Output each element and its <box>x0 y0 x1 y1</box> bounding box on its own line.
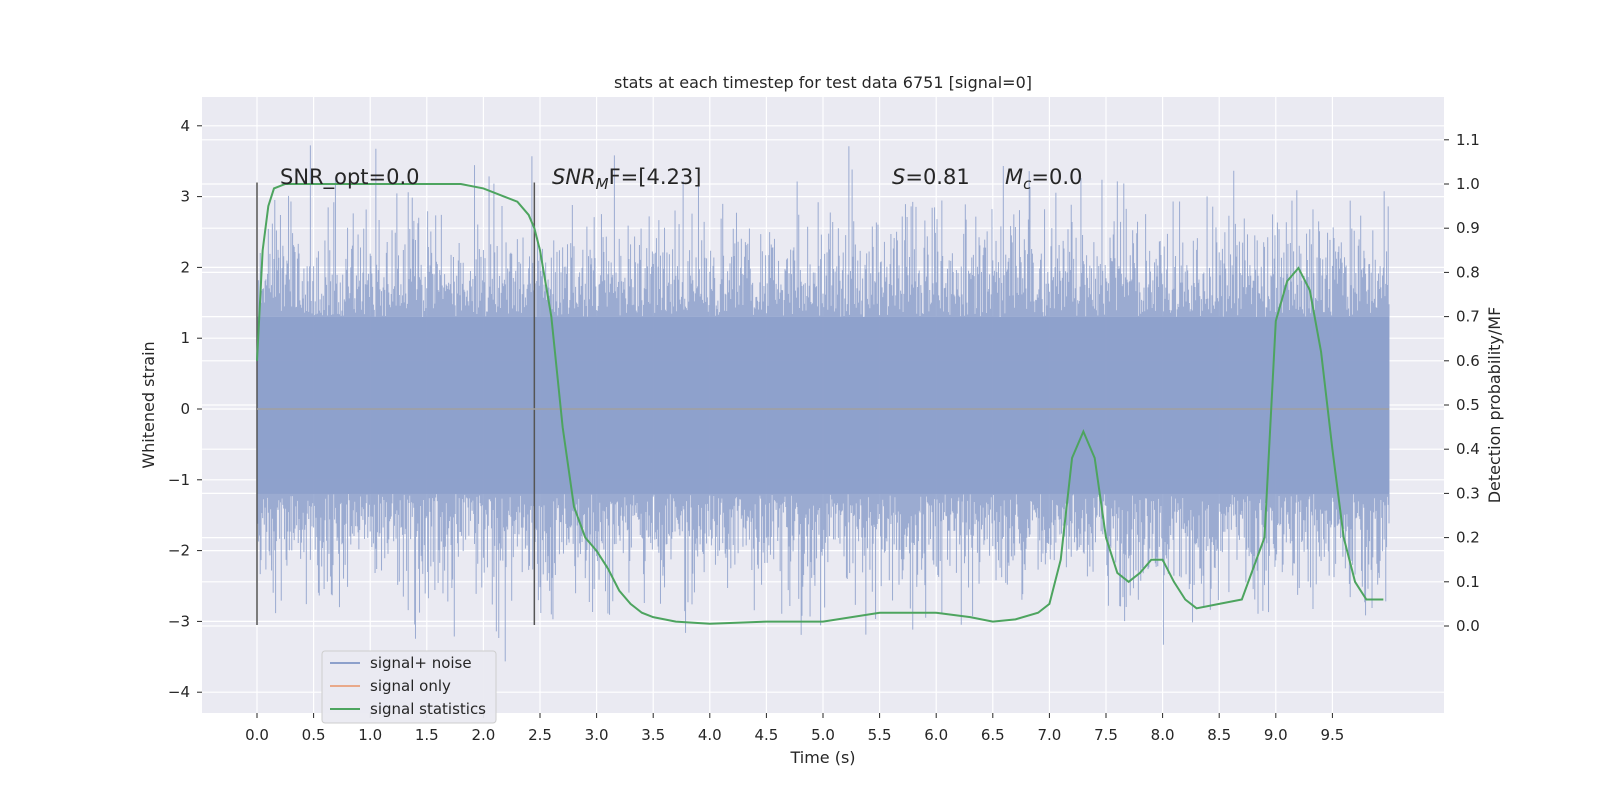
legend: signal+ noise signal only signal statist… <box>321 650 497 724</box>
y-right-tick-label: 1.1 <box>1456 131 1480 149</box>
annotation-s: S=0.81 <box>892 165 970 189</box>
y-right-axis-title: Detection probability/MF <box>1485 307 1504 504</box>
x-tick-label: 6.0 <box>924 726 948 744</box>
legend-box <box>321 650 497 724</box>
y-left-tick-label: −2 <box>168 542 190 560</box>
y-right-tick-label: 0.6 <box>1456 352 1480 370</box>
y-left-tick-label: 1 <box>180 329 190 347</box>
y-right-tick-label: 0.5 <box>1456 396 1480 414</box>
annotation-mc: Mc=0.0 <box>1005 165 1082 193</box>
y-right-tick-label: 0.1 <box>1456 573 1480 591</box>
y-left-tick-labels: 4 3 2 1 0 −1 −2 −3 −4 <box>168 117 202 701</box>
y-right-tick-labels: 1.1 1.0 0.9 0.8 0.7 0.6 0.5 0.4 0.3 0.2 0.1 0.0 <box>1444 131 1480 635</box>
y-right-tick-label: 0.0 <box>1456 617 1480 635</box>
y-right-tick-label: 0.9 <box>1456 219 1480 237</box>
x-axis-title: Time (s) <box>789 748 855 767</box>
annotation-snr-opt: SNR_opt=0.0 <box>280 165 420 190</box>
x-tick-labels: 0.0 0.5 1.0 1.5 2.0 2.5 3.0 3.5 4.0 4.5 5.0 5.5 6.0 6… <box>245 713 1344 744</box>
x-tick-label: 2.5 <box>528 726 552 744</box>
y-right-tick-label: 0.2 <box>1456 529 1480 547</box>
legend-label-signal-noise: signal+ noise <box>370 654 472 672</box>
legend-label-signal-only: signal only <box>370 677 451 695</box>
y-left-tick-label: −1 <box>168 471 190 489</box>
y-left-tick-label: 0 <box>180 400 190 418</box>
x-tick-label: 4.0 <box>698 726 722 744</box>
x-tick-label: 5.0 <box>811 726 835 744</box>
x-tick-label: 3.0 <box>585 726 609 744</box>
annotation-snr-mf: SNRMF=[4.23] <box>552 165 701 193</box>
signal-statistics-line <box>256 183 1384 625</box>
x-tick-label: 8.5 <box>1207 726 1231 744</box>
y-right-tick-label: 0.8 <box>1456 263 1480 281</box>
y-left-tick-label: 3 <box>180 188 190 206</box>
legend-label-signal-statistics: signal statistics <box>370 700 486 718</box>
x-tick-label: 8.0 <box>1151 726 1175 744</box>
x-tick-label: 2.0 <box>471 726 495 744</box>
y-right-tick-label: 1.0 <box>1456 175 1480 193</box>
x-tick-label: 6.5 <box>981 726 1005 744</box>
x-tick-label: 9.5 <box>1320 726 1344 744</box>
vertical-markers <box>256 182 536 625</box>
x-tick-label: 1.0 <box>358 726 382 744</box>
chart-title: stats at each timestep for test data 675… <box>614 73 1032 92</box>
y-left-tick-label: −4 <box>168 683 190 701</box>
signal-noise-series <box>256 145 1390 662</box>
x-tick-label: 7.5 <box>1094 726 1118 744</box>
y-right-tick-label: 0.7 <box>1456 308 1480 326</box>
y-right-tick-label: 0.3 <box>1456 484 1480 502</box>
y-left-tick-label: 4 <box>180 117 190 135</box>
y-left-tick-label: 2 <box>180 258 190 276</box>
x-tick-label: 0.0 <box>245 726 269 744</box>
y-left-tick-label: −3 <box>168 612 190 630</box>
x-tick-label: 4.5 <box>754 726 778 744</box>
x-tick-label: 9.0 <box>1264 726 1288 744</box>
x-tick-label: 5.5 <box>868 726 892 744</box>
y-left-axis-title: Whitened strain <box>139 341 158 468</box>
x-tick-label: 3.5 <box>641 726 665 744</box>
y-right-tick-label: 0.4 <box>1456 440 1480 458</box>
x-tick-label: 7.0 <box>1037 726 1061 744</box>
x-tick-label: 1.5 <box>415 726 439 744</box>
x-tick-label: 0.5 <box>302 726 326 744</box>
